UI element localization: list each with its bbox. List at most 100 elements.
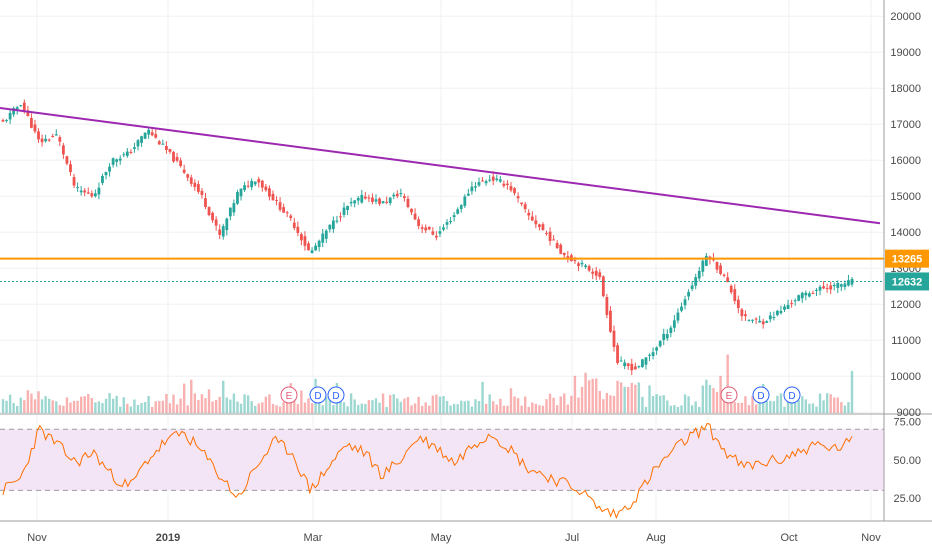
candle-body (843, 283, 847, 288)
candle-body (331, 220, 335, 230)
volume-bar (630, 382, 633, 413)
volume-bar (843, 405, 847, 413)
candle-body (779, 310, 783, 314)
volume-bar (79, 396, 83, 413)
candle-body (733, 289, 737, 301)
candle-body (218, 229, 222, 235)
volume-bar (87, 394, 90, 413)
candle-body (456, 209, 460, 214)
candle-body (44, 138, 48, 142)
volume-bar (150, 406, 154, 413)
volume-bar (566, 404, 570, 413)
candle-body (260, 180, 264, 188)
volume-bar (403, 398, 406, 413)
volume-bar (232, 393, 236, 413)
candle-body (47, 139, 51, 141)
volume-bar (783, 406, 786, 413)
volume-bar (211, 401, 214, 413)
candle-body (658, 340, 662, 347)
volume-bar (694, 401, 697, 413)
volume-bar (513, 396, 516, 413)
candle-body (498, 179, 502, 182)
last-price-label: 12632 (892, 276, 923, 288)
volume-bar (541, 405, 545, 413)
volume-bar (406, 397, 410, 413)
candle-body (438, 231, 442, 234)
candle-body (243, 185, 246, 191)
volume-bar (648, 385, 651, 413)
volume-bar (786, 400, 790, 413)
candle-body (633, 366, 637, 370)
volume-bar (779, 393, 783, 413)
price-tick-label: 19000 (890, 47, 921, 59)
volume-bar (776, 395, 779, 413)
candle-body (278, 202, 282, 210)
volume-bar (641, 396, 644, 413)
volume-bar (595, 378, 598, 413)
volume-bar (44, 396, 47, 413)
candle-body (200, 190, 204, 195)
volume-bar (250, 401, 253, 413)
candle-body (303, 236, 307, 246)
volume-bar (506, 405, 509, 413)
volume-bar (225, 397, 228, 413)
time-axis[interactable]: Nov 2019 Mar May Jul Aug Oct Nov (27, 532, 881, 544)
volume-bar (399, 401, 403, 413)
candle-body (101, 176, 104, 184)
candle-body (253, 181, 257, 185)
candle-body (495, 178, 499, 181)
volume-bar (101, 403, 104, 413)
volume-bar (204, 398, 207, 413)
event-label: D (314, 391, 321, 402)
candle-body (434, 235, 438, 238)
volume-bar (559, 396, 562, 413)
candle-body (76, 187, 79, 189)
volume-bar (737, 402, 740, 413)
price-axis[interactable]: 9000100001100012000130001400015000160001… (890, 11, 921, 419)
volume-bar (538, 405, 541, 413)
volume-bar (531, 402, 534, 413)
candle-body (12, 108, 16, 115)
volume-bar (303, 402, 307, 413)
volume-bar (193, 393, 197, 413)
volume-bar (825, 393, 829, 413)
candle-body (292, 222, 296, 228)
volume-bar (818, 393, 822, 413)
volume-bar (420, 405, 424, 413)
candle-body (776, 310, 779, 316)
volume-bar (19, 397, 22, 413)
volume-bar (712, 388, 715, 413)
candle-body (807, 293, 811, 297)
volume-bar (840, 402, 843, 413)
candle-body (328, 224, 332, 230)
volume-bar (428, 405, 431, 413)
time-tick-label: Jul (565, 532, 579, 544)
volume-bar (698, 406, 701, 413)
candle-body (26, 110, 30, 117)
candle-body (381, 201, 385, 204)
candle-body (321, 233, 325, 243)
candle-body (232, 203, 236, 213)
price-candles[interactable] (1, 99, 854, 376)
volume-bar (715, 391, 719, 413)
candle-body (388, 197, 392, 204)
volume-bar (254, 405, 257, 413)
rsi-axis[interactable]: 25.00 50.00 75.00 (893, 417, 921, 505)
candle-body (722, 274, 726, 276)
candle-body (552, 239, 556, 241)
price-tick-label: 20000 (890, 11, 921, 23)
candle-body (790, 303, 794, 305)
candle-body (740, 309, 744, 317)
candle-body (758, 320, 762, 323)
volume-bar (552, 397, 555, 413)
candle-body (466, 193, 470, 196)
volume-bar (364, 403, 367, 413)
candle-body (310, 250, 314, 254)
volume-bar (122, 397, 125, 413)
candle-body (86, 192, 90, 194)
candle-body (637, 366, 641, 368)
candle-body (349, 202, 353, 204)
trendline[interactable] (0, 107, 881, 225)
candle-body (648, 354, 651, 356)
